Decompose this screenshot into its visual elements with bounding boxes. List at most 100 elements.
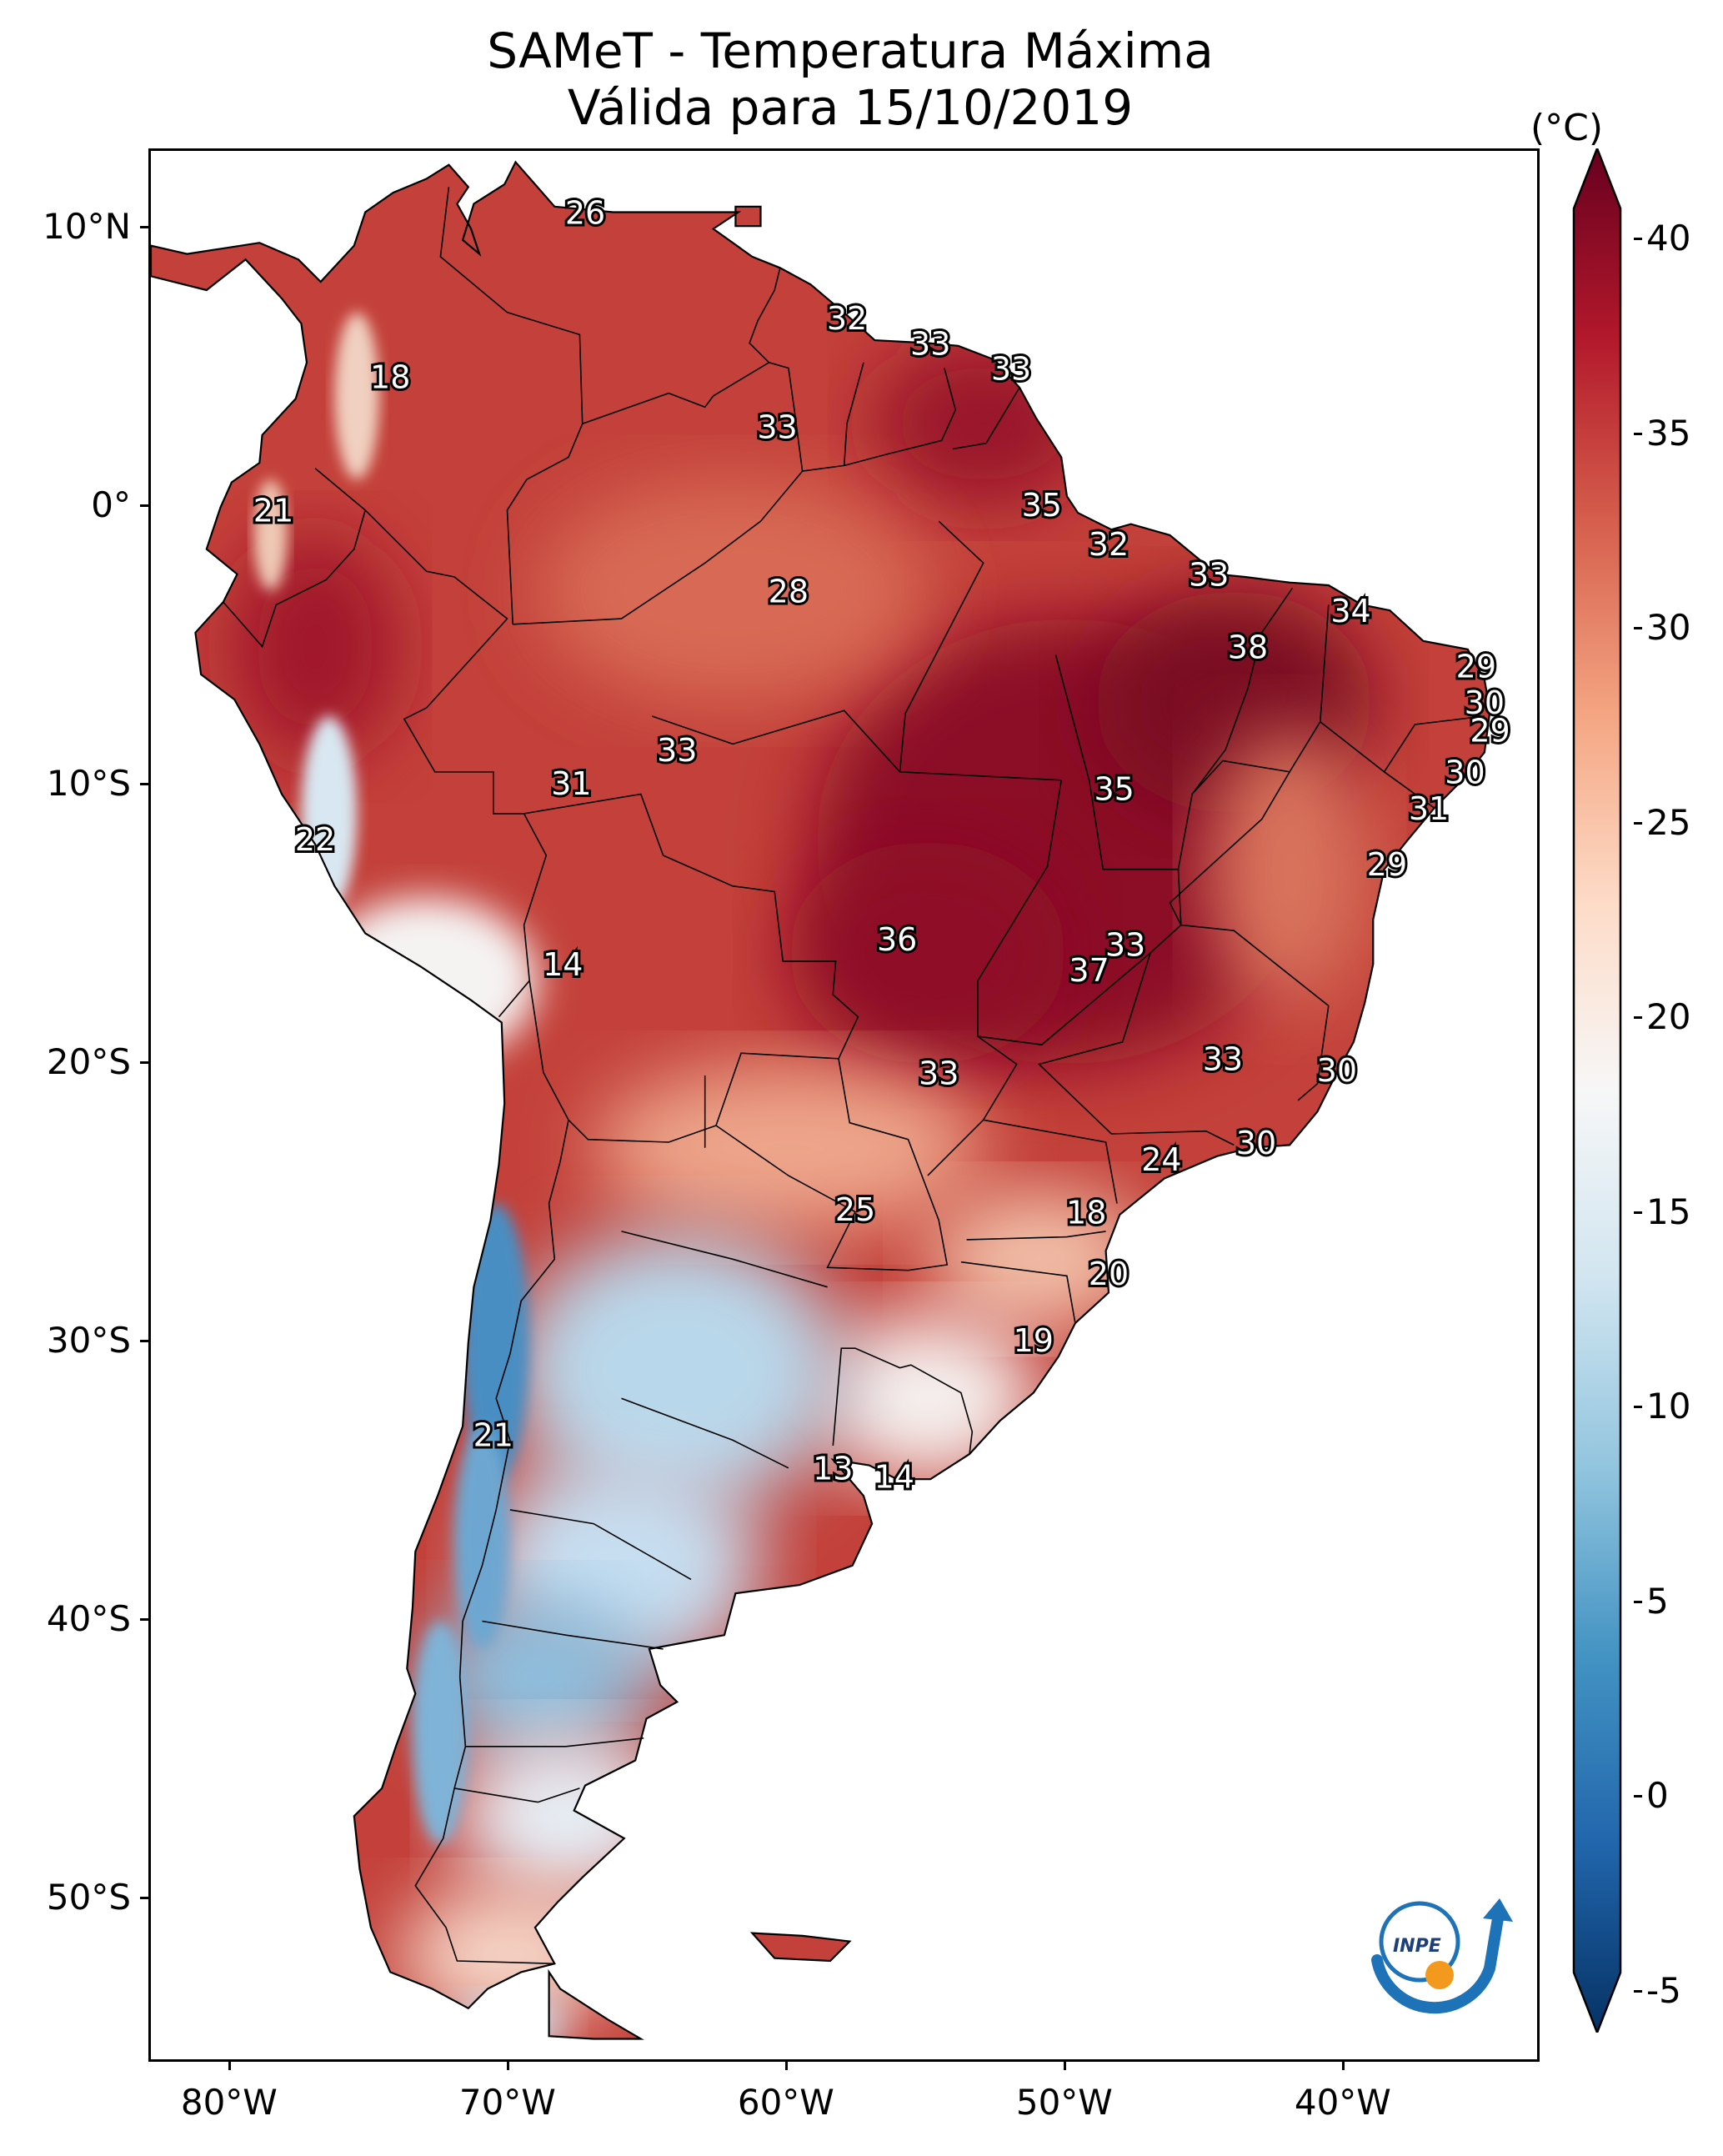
station-temperature-label: 31 [551, 765, 591, 802]
station-temperature-label: 32 [1089, 526, 1129, 563]
station-temperature-label: 18 [370, 358, 410, 395]
map-subtitle: Válida para 15/10/2019 [567, 79, 1134, 136]
station-temperature-label: 20 [1089, 1256, 1129, 1292]
station-temperature-label: 21 [473, 1417, 513, 1454]
station-temperature-label: 33 [991, 350, 1031, 387]
border-line [899, 520, 984, 772]
border-line [749, 268, 781, 364]
station-temperature-label: 29 [1456, 649, 1496, 685]
temperature-blob [872, 340, 1095, 508]
station-temperature-label: 33 [1105, 927, 1145, 964]
country-state-borders [223, 187, 1485, 1965]
longitude-tick [506, 2062, 509, 2070]
latitude-tick-label: 10°N [43, 205, 131, 247]
colorbar-tick [1634, 432, 1642, 435]
longitude-tick [1341, 2062, 1345, 2070]
station-temperature-label: 13 [813, 1451, 853, 1487]
border-line [1037, 952, 1235, 1146]
station-temperature-label: 21 [253, 493, 293, 529]
longitude-tick-label: 60°W [737, 2082, 834, 2123]
temperature-blob [538, 479, 928, 703]
border-line [523, 793, 859, 1143]
border-line [960, 1261, 1076, 1324]
temperature-blob [334, 312, 379, 480]
border-line [621, 1231, 828, 1288]
longitude-tick [1063, 2062, 1066, 2070]
station-temperature-label: 33 [757, 409, 797, 446]
temperature-blob [509, 1231, 844, 1510]
border-line [364, 509, 548, 1018]
map-panel[interactable]: 26 18 32 33 33 33 21 35 32 28 33 34 38 29 30 29 33 30 31 35… [148, 148, 1540, 2062]
border-line [651, 709, 1062, 781]
station-temperature-label: 14 [543, 946, 583, 983]
temperature-blob [454, 1426, 510, 1649]
latitude-tick [140, 504, 148, 507]
border-line [414, 1120, 569, 1965]
station-temperature-label: 30 [1465, 684, 1505, 721]
station-temperature-label: 30 [1317, 1052, 1357, 1089]
latitude-tick [140, 1617, 148, 1621]
colorbar-tick [1634, 1990, 1642, 1993]
map-title: SAMeT - Temperatura Máxima [487, 23, 1214, 79]
latitude-tick-label: 50°S [46, 1876, 131, 1918]
colorbar-tick-label: 0 [1646, 1775, 1669, 1817]
border-line [1169, 771, 1330, 1007]
latitude-tick [140, 1339, 148, 1342]
temperature-blob [927, 1189, 1151, 1329]
temperature-blob [412, 1621, 468, 1844]
colorbar-tick [1634, 627, 1642, 630]
temperature-blob [231, 534, 399, 759]
border-line [1177, 604, 1330, 870]
colorbar-tick-label: 40 [1646, 218, 1691, 258]
colorbar-unit: (°C) [1530, 107, 1604, 149]
border-line [832, 1347, 974, 1455]
longitude-tick [228, 2062, 231, 2070]
station-temperature-label: 37 [1069, 952, 1109, 989]
colorbar-ramp [1572, 148, 1622, 2033]
latitude-tick [140, 782, 148, 785]
temperature-blob [398, 1885, 622, 2025]
station-temperature-label: 33 [910, 325, 950, 362]
border-line [927, 780, 1062, 1176]
station-temperature-label: 18 [1066, 1194, 1106, 1231]
border-line [482, 1620, 664, 1650]
temperature-blob [253, 479, 288, 591]
station-temperature-label: 29 [1367, 846, 1407, 883]
colorbar-tick [1634, 238, 1642, 240]
station-temperature-label: 34 [1330, 593, 1370, 629]
border-line [1383, 715, 1485, 773]
station-temperature-label: 30 [1236, 1125, 1276, 1161]
station-temperature-label: 36 [877, 921, 917, 958]
border-line [966, 1231, 1106, 1241]
station-temperature-label: 30 [1445, 755, 1485, 791]
colorbar-tick-label: 5 [1646, 1580, 1669, 1622]
station-temperature-label: 25 [835, 1191, 875, 1228]
latitude-tick-label: 0° [91, 484, 131, 525]
colorbar-tick-label: 10 [1646, 1386, 1691, 1427]
border-line [621, 1397, 789, 1469]
colorbar-tick [1634, 1406, 1642, 1409]
station-temperature-label: 22 [295, 821, 335, 858]
temperature-blob [454, 1732, 678, 1900]
colorbar-tick [1634, 1600, 1642, 1603]
colorbar-tick [1634, 1211, 1642, 1214]
station-temperature-label: 35 [1094, 771, 1134, 808]
border-line [983, 1119, 1118, 1204]
border-line [453, 1787, 580, 1803]
border-line [513, 470, 804, 625]
latitude-tick-label: 10°S [46, 762, 131, 804]
border-line [1297, 1005, 1330, 1101]
latitude-tick-label: 30°S [46, 1319, 131, 1361]
longitude-tick [784, 2062, 788, 2070]
latitude-tick-label: 20°S [46, 1040, 131, 1082]
temperature-blob [463, 1203, 530, 1482]
station-temperature-label: 33 [1203, 1041, 1243, 1078]
border-line [952, 387, 1020, 450]
latitude-tick [140, 1060, 148, 1064]
colorbar-tick-label: 30 [1646, 607, 1691, 649]
border-line [465, 1737, 644, 1747]
temperature-blob [301, 716, 358, 911]
latitude-tick [140, 1896, 148, 1899]
station-temperature-label: 38 [1228, 629, 1268, 665]
